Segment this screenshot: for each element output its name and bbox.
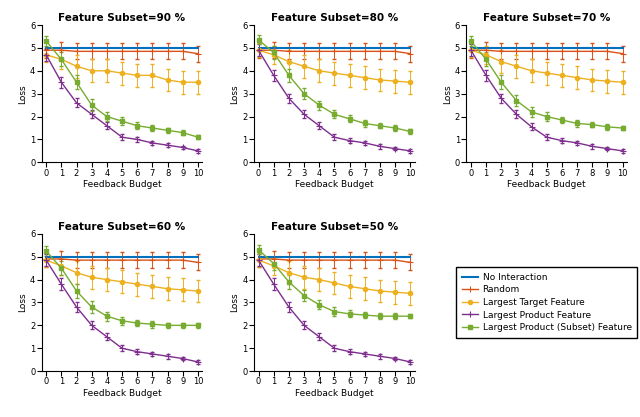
Y-axis label: Loss: Loss (230, 293, 239, 312)
Y-axis label: Loss: Loss (443, 84, 452, 103)
Y-axis label: Loss: Loss (18, 293, 27, 312)
Title: Feature Subset=70 %: Feature Subset=70 % (483, 13, 611, 23)
Title: Feature Subset=60 %: Feature Subset=60 % (58, 221, 186, 231)
Legend: No Interaction, Random, Largest Target Feature, Largest Product Feature, Largest: No Interaction, Random, Largest Target F… (456, 267, 637, 338)
X-axis label: Feedback Budget: Feedback Budget (295, 389, 374, 398)
Title: Feature Subset=80 %: Feature Subset=80 % (271, 13, 398, 23)
X-axis label: Feedback Budget: Feedback Budget (295, 181, 374, 189)
Y-axis label: Loss: Loss (18, 84, 27, 103)
X-axis label: Feedback Budget: Feedback Budget (508, 181, 586, 189)
X-axis label: Feedback Budget: Feedback Budget (83, 181, 161, 189)
X-axis label: Feedback Budget: Feedback Budget (83, 389, 161, 398)
Title: Feature Subset=50 %: Feature Subset=50 % (271, 221, 398, 231)
Y-axis label: Loss: Loss (230, 84, 239, 103)
Title: Feature Subset=90 %: Feature Subset=90 % (58, 13, 186, 23)
